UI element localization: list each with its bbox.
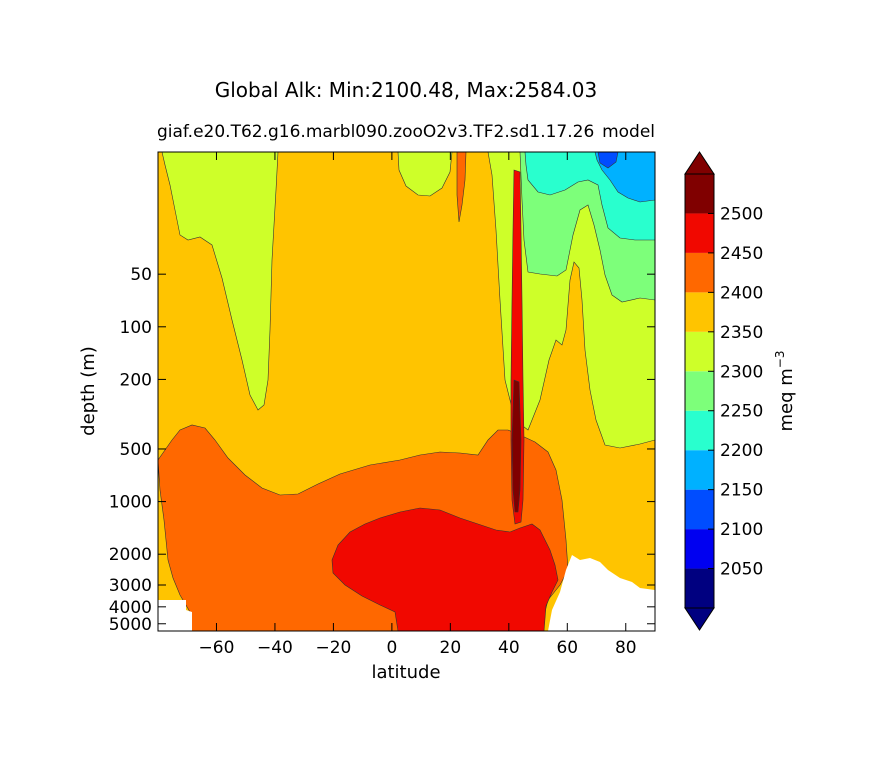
colorbar-swatch bbox=[685, 292, 714, 332]
band-2500-above bbox=[511, 379, 522, 513]
chart-title: Global Alk: Min:2100.48, Max:2584.03 bbox=[215, 78, 598, 102]
colorbar-extend-max bbox=[684, 151, 715, 175]
x-tick-label: −20 bbox=[315, 638, 351, 658]
y-tick-label: 500 bbox=[120, 440, 152, 460]
colorbar-swatch bbox=[685, 252, 714, 293]
chart-subtitle-right: model bbox=[602, 122, 655, 142]
land-mask-north bbox=[548, 555, 655, 631]
x-tick-label: 40 bbox=[498, 638, 520, 658]
colorbar-swatch bbox=[685, 213, 714, 253]
x-axis-label: latitude bbox=[371, 662, 440, 683]
x-tick-label: 60 bbox=[556, 638, 578, 658]
colorbar-frame bbox=[684, 173, 715, 609]
colorbar-tick-label: 2300 bbox=[720, 362, 763, 382]
colorbar-swatch bbox=[685, 450, 714, 490]
colorbar-tick-label: 2500 bbox=[720, 204, 763, 224]
x-tick-label: 80 bbox=[615, 638, 637, 658]
land-mask bbox=[158, 600, 192, 631]
x-tick-label: 0 bbox=[386, 638, 397, 658]
colorbar-tick-label: 2050 bbox=[720, 560, 763, 580]
colorbar-label-text: meq m bbox=[776, 368, 797, 431]
colorbar-tick-label: 2400 bbox=[720, 283, 763, 303]
y-axis-label: depth (m) bbox=[78, 346, 99, 436]
contour-field bbox=[158, 152, 655, 631]
y-tick-label: 100 bbox=[120, 318, 152, 338]
colorbar-swatch bbox=[685, 489, 714, 530]
colorbar-tick-label: 2200 bbox=[720, 441, 763, 461]
colorbar-swatch bbox=[685, 371, 714, 411]
colorbar-label: meq m−3 bbox=[773, 351, 797, 432]
y-tick-label: 1000 bbox=[109, 493, 152, 513]
colorbar-swatch bbox=[685, 410, 714, 451]
colorbar: 2050 2100 2150 2200 2250 2300 2350 2400 2450 2500 bbox=[684, 151, 763, 631]
colorbar-tick-label: 2250 bbox=[720, 402, 763, 422]
y-tick-label: 4000 bbox=[109, 598, 152, 618]
chart-subtitle-left: giaf.e20.T62.g16.marbl090.zooO2v3.TF2.sd… bbox=[157, 122, 594, 142]
colorbar-swatch bbox=[685, 568, 714, 608]
colorbar-tick-label: 2150 bbox=[720, 481, 763, 501]
x-axis: −60 −40 −20 0 20 40 60 80 bbox=[199, 152, 637, 658]
band-2400-2450-streak bbox=[456, 152, 467, 223]
colorbar-tick-label: 2100 bbox=[720, 520, 763, 540]
x-tick-label: 20 bbox=[440, 638, 462, 658]
y-tick-label: 200 bbox=[120, 370, 152, 390]
x-tick-label: −60 bbox=[199, 638, 235, 658]
band-2450-2500 bbox=[331, 507, 559, 631]
colorbar-swatch bbox=[685, 331, 714, 372]
colorbar-tick-label: 2450 bbox=[720, 244, 763, 264]
y-tick-label: 2000 bbox=[109, 545, 152, 565]
plot-frame bbox=[157, 151, 656, 632]
y-tick-label: 5000 bbox=[109, 615, 152, 635]
colorbar-extend-min bbox=[684, 607, 715, 631]
x-tick-label: −40 bbox=[257, 638, 293, 658]
band-2100-2150 bbox=[597, 152, 619, 169]
band-2300-2350-blob bbox=[397, 152, 453, 197]
band-2300-2350-south bbox=[161, 152, 279, 411]
colorbar-swatch bbox=[685, 529, 714, 569]
y-tick-label: 3000 bbox=[109, 576, 152, 596]
colorbar-tick-label: 2350 bbox=[720, 323, 763, 343]
y-tick-label: 50 bbox=[130, 265, 152, 285]
colorbar-swatch bbox=[685, 174, 714, 214]
colorbar-label-sup: −3 bbox=[773, 351, 787, 369]
